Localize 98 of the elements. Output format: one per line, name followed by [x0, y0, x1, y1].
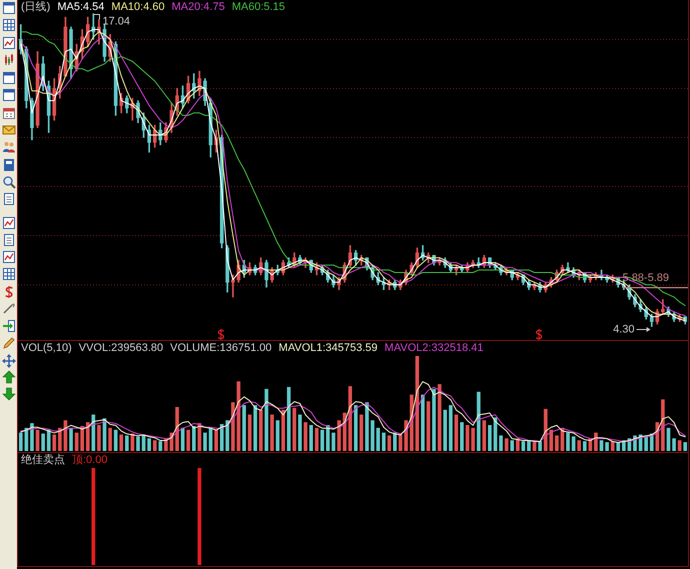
- bar: [360, 414, 364, 451]
- bar: [337, 420, 341, 451]
- text: MAVOL2:332518.41: [384, 342, 484, 355]
- bar: [52, 434, 56, 451]
- bar: [443, 410, 447, 451]
- bar: [415, 356, 420, 451]
- text: MAVOL1:345753.59: [278, 342, 378, 355]
- bar: [125, 435, 129, 451]
- text: MA60:5.15: [232, 1, 286, 14]
- chart-title: 绝佳卖点: [21, 454, 65, 467]
- bar: [24, 428, 28, 451]
- bar: [460, 422, 464, 451]
- bar: [644, 436, 648, 451]
- bar: [158, 441, 162, 451]
- bar: [376, 428, 380, 451]
- bar: [420, 394, 425, 451]
- bar: [108, 428, 112, 451]
- text: MA10:4.60: [111, 1, 165, 14]
- bar: [192, 426, 196, 451]
- bar: [499, 435, 503, 451]
- bar: [242, 405, 246, 451]
- bar: [476, 392, 480, 451]
- bar: [678, 440, 682, 451]
- bar: [203, 432, 207, 451]
- bar: [46, 430, 51, 451]
- bar: [348, 386, 352, 451]
- bar: [74, 432, 78, 451]
- bar: [448, 405, 453, 451]
- bar: [41, 434, 45, 451]
- bar: [482, 420, 486, 451]
- bar: [438, 384, 442, 451]
- bar: [488, 425, 492, 451]
- bar: [298, 414, 302, 451]
- bar: [426, 401, 430, 451]
- bar: [309, 425, 313, 451]
- bar: [226, 420, 230, 451]
- bar: [114, 430, 118, 451]
- bar: [220, 424, 224, 451]
- bar: [58, 428, 62, 451]
- bar: [119, 434, 124, 451]
- text: VOLUME:136751.00: [170, 342, 272, 355]
- bar: [304, 422, 308, 451]
- bar: [102, 418, 106, 451]
- bar: [554, 435, 559, 451]
- bar: [147, 438, 152, 451]
- bar: [577, 440, 581, 451]
- bar: [314, 428, 319, 451]
- bar: [320, 430, 324, 451]
- text: VVOL:239563.80: [78, 342, 164, 355]
- bar: [86, 422, 90, 451]
- bar: [18, 432, 23, 451]
- bar: [494, 417, 498, 451]
- bar: [180, 428, 185, 451]
- bar: [152, 440, 157, 451]
- bar: [270, 414, 274, 451]
- bar: [214, 430, 218, 451]
- bar: [393, 432, 397, 451]
- bar: [582, 441, 587, 451]
- bar: [354, 405, 358, 451]
- band-label: 5.88-5.89: [622, 272, 669, 284]
- bar: [253, 405, 258, 451]
- bar: [332, 432, 336, 451]
- text: MA20:4.75: [172, 1, 225, 14]
- bar: [264, 388, 268, 451]
- bar: [208, 428, 212, 451]
- chart-title: VOL(5,10): [21, 342, 72, 355]
- bar: [130, 434, 134, 451]
- bar: [64, 420, 68, 451]
- bar: [387, 435, 392, 451]
- series-label: MA5:4.54: [57, 1, 104, 14]
- bar: [248, 414, 252, 451]
- bar: [276, 420, 280, 451]
- bar: [661, 399, 665, 451]
- bar: [382, 432, 386, 451]
- bar: [504, 438, 508, 451]
- bar: [683, 442, 688, 451]
- bar: [281, 410, 286, 451]
- series-label: 顶:0.00: [72, 454, 108, 467]
- bar: [97, 425, 101, 451]
- bar: [36, 430, 40, 451]
- bar: [198, 423, 202, 451]
- bar: [549, 430, 554, 451]
- bar: [259, 410, 263, 451]
- bar: [286, 387, 291, 451]
- bar: [532, 442, 536, 451]
- bar: [30, 423, 34, 451]
- annotation: 17.04: [102, 16, 130, 28]
- bar: [69, 428, 73, 451]
- bar: [186, 430, 190, 451]
- chart-title: (日线): [21, 1, 50, 14]
- bar: [136, 436, 140, 451]
- bar: [454, 414, 458, 451]
- bar: [432, 388, 436, 451]
- bar: [521, 441, 526, 451]
- bar: [538, 441, 542, 451]
- bar: [510, 440, 514, 451]
- annotation: 4.30: [613, 324, 634, 336]
- bar: [292, 408, 296, 451]
